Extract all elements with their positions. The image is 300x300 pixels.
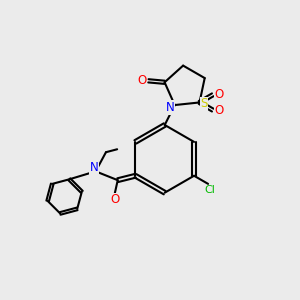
Text: N: N xyxy=(90,161,99,174)
Text: O: O xyxy=(214,103,224,117)
Text: N: N xyxy=(166,101,175,114)
Text: O: O xyxy=(137,74,146,87)
Text: S: S xyxy=(200,98,208,110)
Text: O: O xyxy=(214,88,224,101)
Text: O: O xyxy=(110,194,119,206)
Text: Cl: Cl xyxy=(204,185,215,195)
